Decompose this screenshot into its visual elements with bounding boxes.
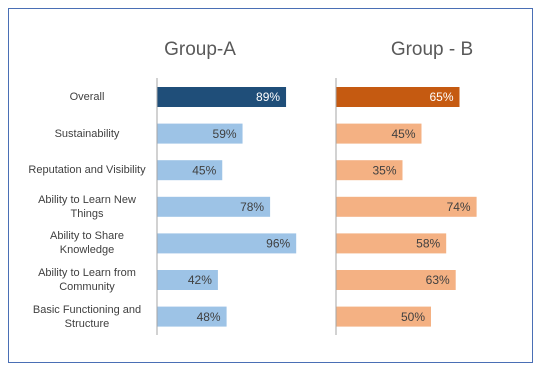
category-label: Ability to Learn New Things bbox=[38, 193, 136, 220]
panel-title: Group-A bbox=[164, 39, 236, 60]
value-label: 65% bbox=[429, 90, 453, 104]
bar bbox=[157, 233, 297, 254]
value-label: 59% bbox=[213, 127, 237, 141]
bar bbox=[157, 160, 223, 181]
value-label: 45% bbox=[192, 163, 216, 177]
category-label: Basic Functioning and Structure bbox=[32, 303, 142, 330]
bar bbox=[157, 306, 227, 327]
value-label: 74% bbox=[447, 200, 471, 214]
value-label: 63% bbox=[426, 273, 450, 287]
bar bbox=[336, 270, 456, 290]
bar bbox=[157, 196, 271, 217]
value-label: 45% bbox=[391, 127, 415, 141]
category-label: Ability to Share Knowledge bbox=[50, 230, 124, 257]
bar bbox=[157, 123, 243, 144]
value-label: 89% bbox=[256, 90, 280, 104]
bar bbox=[336, 306, 431, 327]
category-label: Overall bbox=[69, 91, 105, 103]
bar bbox=[336, 123, 422, 144]
value-label: 50% bbox=[401, 310, 425, 324]
value-label: 42% bbox=[188, 273, 212, 287]
value-label: 96% bbox=[266, 237, 290, 251]
frame bbox=[8, 8, 533, 363]
category-label: Reputation and Visibility bbox=[28, 164, 146, 177]
category-label: Sustainability bbox=[54, 127, 120, 140]
value-label: 35% bbox=[372, 163, 396, 177]
bar bbox=[336, 87, 460, 107]
value-label: 78% bbox=[240, 200, 264, 214]
bar bbox=[336, 160, 403, 181]
bar bbox=[157, 270, 218, 290]
bar bbox=[157, 87, 287, 107]
category-label: Ability to Learn from Community bbox=[38, 267, 136, 293]
value-label: 58% bbox=[416, 237, 440, 251]
panel-title: Group - B bbox=[391, 39, 473, 60]
value-label: 48% bbox=[197, 310, 221, 324]
bar bbox=[336, 196, 477, 217]
bar bbox=[336, 233, 447, 254]
